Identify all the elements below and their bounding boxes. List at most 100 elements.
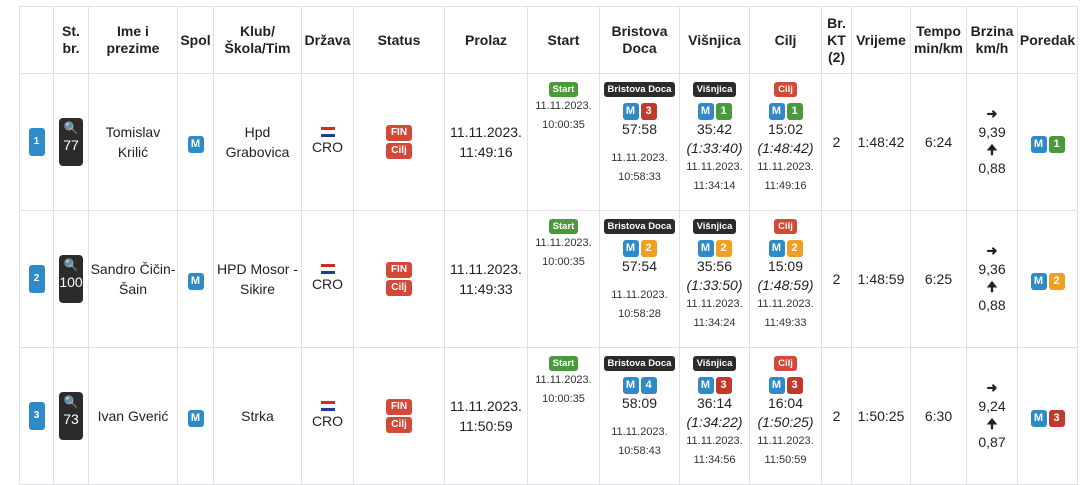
checkpoint-time: 11:34:14 bbox=[693, 180, 736, 192]
col-bristova-header[interactable]: Bristova Doca bbox=[599, 6, 680, 74]
gender-badge: M bbox=[697, 103, 714, 120]
checkpoint-time: 11:34:56 bbox=[693, 454, 736, 466]
overall-position-badge: 1 bbox=[1048, 135, 1065, 153]
bib-search-button[interactable]: 🔍 73 bbox=[59, 392, 83, 440]
gender-badge: M bbox=[768, 240, 785, 257]
gender-badge: M bbox=[697, 240, 714, 257]
gender-badge: M bbox=[1030, 135, 1047, 153]
prolaz-date: 11.11.2023. bbox=[450, 261, 522, 277]
cumulative-time: (1:33:40) bbox=[686, 140, 743, 156]
arrow-up-icon: 🠉 bbox=[986, 416, 998, 431]
speed-vertical: 0,87 bbox=[978, 434, 1006, 450]
pace: 6:25 bbox=[910, 210, 967, 348]
checkpoint-time: 11:49:16 bbox=[764, 180, 807, 192]
cumulative-time: (1:50:25) bbox=[757, 414, 814, 430]
bib-search-button[interactable]: 🔍 77 bbox=[59, 118, 83, 166]
split-time: 57:54 bbox=[621, 258, 658, 274]
checkpoint-date: 11.11.2023. bbox=[757, 161, 814, 173]
col-status-header[interactable]: Status bbox=[353, 6, 445, 74]
gender-badge: M bbox=[1030, 409, 1047, 427]
col-tempo-header[interactable]: Tempo min/km bbox=[910, 6, 967, 74]
start-time: 10:00:35 bbox=[542, 393, 585, 405]
col-name-header[interactable]: Ime i prezime bbox=[88, 6, 178, 74]
table-body: 1 🔍 77 Tomislav Krilić M Hpd Grabovica CR… bbox=[19, 73, 1078, 485]
cumulative-time: (1:48:59) bbox=[757, 277, 814, 293]
col-start-header[interactable]: Start bbox=[527, 6, 600, 74]
speed-vertical: 0,88 bbox=[978, 160, 1006, 176]
checkpoint-date: 11.11.2023. bbox=[686, 298, 743, 310]
position-badge: 1 bbox=[715, 103, 732, 120]
checkpoint-date: 11.11.2023. bbox=[686, 435, 743, 447]
croatia-flag-icon bbox=[320, 401, 335, 411]
search-icon: 🔍 bbox=[63, 395, 79, 409]
col-bib-header[interactable]: St. br. bbox=[53, 6, 89, 74]
start-label: Start bbox=[548, 356, 579, 371]
gender-badge: M bbox=[768, 103, 785, 120]
cumulative-time: (1:48:42) bbox=[757, 140, 814, 156]
country-code: CRO bbox=[311, 413, 344, 429]
status-cilj-badge: Cilj bbox=[386, 417, 412, 433]
split-time: 35:42 bbox=[696, 121, 733, 137]
participant-name: Tomislav Krilić bbox=[88, 73, 178, 211]
arrow-right-icon: ➜ bbox=[986, 243, 998, 258]
table-row[interactable]: 2 🔍 100 Sandro Čičin-Šain M HPD Mosor - S… bbox=[19, 210, 1078, 348]
gender-badge: M bbox=[1030, 272, 1047, 290]
visnjica-label: Višnjica bbox=[692, 82, 737, 97]
prolaz-date: 11.11.2023. bbox=[450, 398, 522, 414]
col-vrijeme-header[interactable]: Vrijeme bbox=[851, 6, 911, 74]
checkpoint-date: 11.11.2023. bbox=[611, 152, 668, 164]
speed-horizontal: 9,24 bbox=[978, 398, 1006, 414]
col-gender-header[interactable]: Spol bbox=[177, 6, 214, 74]
checkpoint-time: 11:49:33 bbox=[764, 317, 807, 329]
participant-name: Ivan Gverić bbox=[88, 347, 178, 485]
visnjica-label: Višnjica bbox=[692, 219, 737, 234]
checkpoint-time: 10:58:33 bbox=[618, 171, 661, 183]
arrow-right-icon: ➜ bbox=[986, 106, 998, 121]
start-time: 10:00:35 bbox=[542, 119, 585, 131]
position-badge: 4 bbox=[640, 377, 657, 394]
results-table: St. br. Ime i prezime Spol Klub/ Škola/T… bbox=[19, 6, 1078, 485]
prolaz-time: 11:49:33 bbox=[459, 281, 513, 297]
gender-badge: M bbox=[697, 377, 714, 394]
arrow-right-icon: ➜ bbox=[986, 380, 998, 395]
position-badge: 2 bbox=[640, 240, 657, 257]
visnjica-label: Višnjica bbox=[692, 356, 737, 371]
bib-number: 73 bbox=[63, 411, 79, 427]
checkpoint-date: 11.11.2023. bbox=[611, 289, 668, 301]
position-badge: 1 bbox=[786, 103, 803, 120]
country-code: CRO bbox=[311, 139, 344, 155]
col-brzina-header[interactable]: Brzina km/h bbox=[966, 6, 1018, 74]
col-visnjica-header[interactable]: Višnjica bbox=[679, 6, 750, 74]
split-time: 35:56 bbox=[696, 258, 733, 274]
split-time: 15:02 bbox=[767, 121, 804, 137]
bristova-label: Bristova Doca bbox=[603, 219, 676, 234]
table-header: St. br. Ime i prezime Spol Klub/ Škola/T… bbox=[19, 6, 1078, 74]
cilj-label: Cilj bbox=[774, 82, 797, 97]
prolaz-date: 11.11.2023. bbox=[450, 124, 522, 140]
col-club-header[interactable]: Klub/ Škola/Tim bbox=[213, 6, 302, 74]
gender-badge: M bbox=[622, 377, 639, 394]
position-badge: 3 bbox=[640, 103, 657, 120]
overall-position-badge: 2 bbox=[1048, 272, 1065, 290]
bib-search-button[interactable]: 🔍 100 bbox=[59, 255, 83, 303]
start-date: 11.11.2023. bbox=[535, 100, 592, 112]
split-time: 57:58 bbox=[621, 121, 658, 137]
col-prolaz-header[interactable]: Prolaz bbox=[444, 6, 528, 74]
status-fin-badge: FIN bbox=[385, 262, 413, 278]
table-row[interactable]: 3 🔍 73 Ivan Gverić M Strka CRO FIN Cilj 11… bbox=[19, 347, 1078, 485]
speed-horizontal: 9,39 bbox=[978, 124, 1006, 140]
split-time: 16:04 bbox=[767, 395, 804, 411]
table-row[interactable]: 1 🔍 77 Tomislav Krilić M Hpd Grabovica CR… bbox=[19, 73, 1078, 211]
checkpoint-date: 11.11.2023. bbox=[686, 161, 743, 173]
col-kt-header[interactable]: Br. KT (2) bbox=[821, 6, 852, 74]
col-cilj-header[interactable]: Cilj bbox=[749, 6, 822, 74]
kt-count: 2 bbox=[821, 347, 852, 485]
split-time: 15:09 bbox=[767, 258, 804, 274]
col-country-header[interactable]: Država bbox=[301, 6, 354, 74]
checkpoint-date: 11.11.2023. bbox=[757, 298, 814, 310]
bib-number: 100 bbox=[59, 274, 83, 290]
gender-badge: M bbox=[187, 272, 204, 290]
col-poredak-header[interactable]: Poredak bbox=[1017, 6, 1078, 74]
checkpoint-time: 11:34:24 bbox=[693, 317, 736, 329]
club-name: Strka bbox=[213, 347, 302, 485]
